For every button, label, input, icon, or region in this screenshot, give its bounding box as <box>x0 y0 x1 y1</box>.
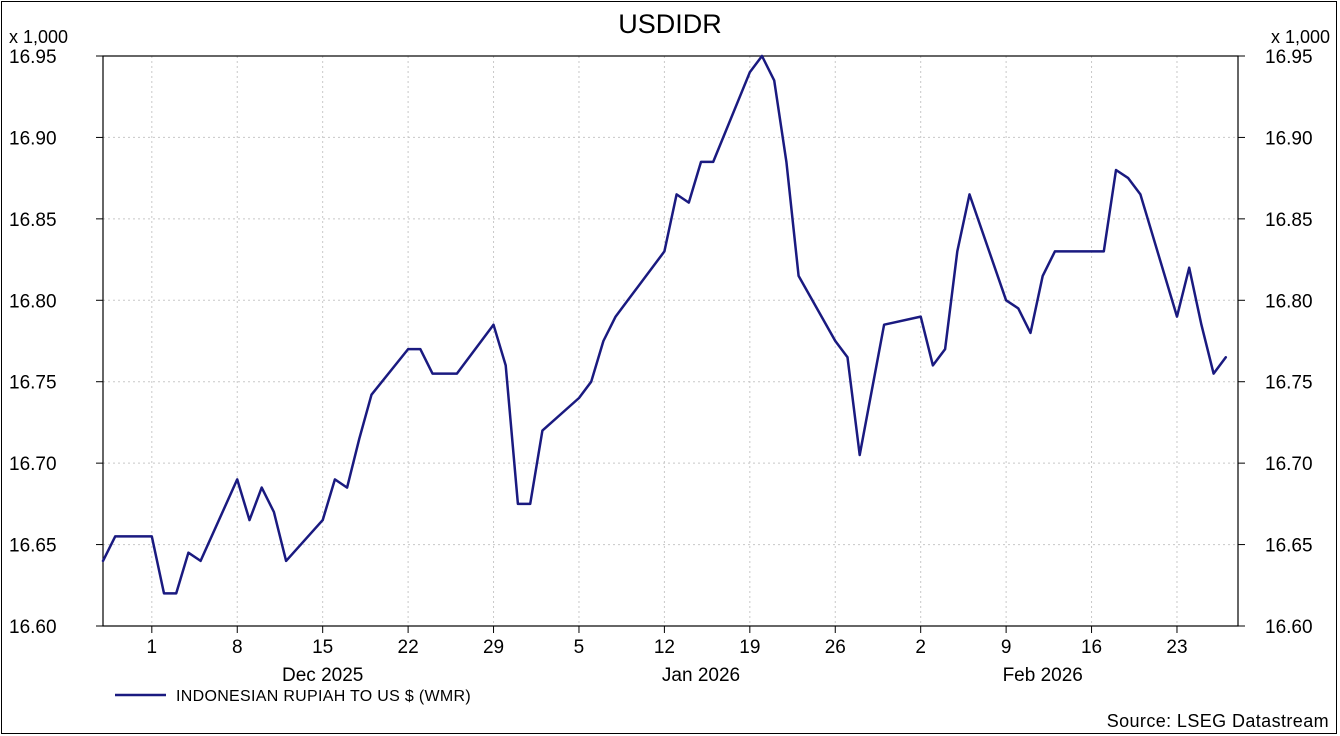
y-tick-label-right: 16.85 <box>1265 210 1313 231</box>
y-tick-label-left: 16.90 <box>9 128 57 149</box>
x-month-label: Jan 2026 <box>662 665 740 686</box>
y-tick-label-right: 16.70 <box>1265 454 1313 475</box>
y-tick-label-right: 16.60 <box>1265 617 1313 638</box>
x-tick-label: 15 <box>312 637 333 658</box>
x-month-label: Dec 2025 <box>282 665 363 686</box>
plot-area-border <box>102 55 1239 627</box>
y-tick-label-left: 16.70 <box>9 454 57 475</box>
legend-label: INDONESIAN RUPIAH TO US $ (WMR) <box>176 688 471 705</box>
y-tick-labels-left: 16.60 16.65 16.70 16.75 16.80 16.85 16.90 16.95 <box>9 47 57 638</box>
series-line <box>101 54 1228 595</box>
x-tick-label: 5 <box>574 637 585 658</box>
y-tick-label-right: 16.80 <box>1265 291 1313 312</box>
y-tick-label-right: 16.95 <box>1265 47 1313 68</box>
chart-title: USDIDR <box>618 9 722 39</box>
y-tick-label-right: 16.75 <box>1265 373 1313 394</box>
x-month-label: Feb 2026 <box>1003 665 1083 686</box>
x-tick-label: 23 <box>1166 637 1187 658</box>
x-month-labels: Dec 2025 Jan 2026 Feb 2026 <box>282 665 1083 686</box>
legend: INDONESIAN RUPIAH TO US $ (WMR) <box>115 688 471 705</box>
y-tick-label-right: 16.90 <box>1265 128 1313 149</box>
grid-lines <box>103 55 1238 627</box>
y-tick-label-right: 16.65 <box>1265 536 1313 557</box>
y-tick-label-left: 16.60 <box>9 617 57 638</box>
y-tick-labels-right: 16.60 16.65 16.70 16.75 16.80 16.85 16.90 16.95 <box>1265 47 1313 638</box>
y-tick-label-left: 16.65 <box>9 536 57 557</box>
source-note: Source: LSEG Datastream <box>1107 711 1329 731</box>
x-tick-label: 22 <box>398 637 419 658</box>
x-tick-label: 9 <box>1001 637 1012 658</box>
y-tick-label-left: 16.75 <box>9 373 57 394</box>
axes <box>96 55 1245 633</box>
y-unit-label-right: x 1,000 <box>1271 27 1330 47</box>
x-tick-label: 26 <box>825 637 846 658</box>
x-tick-label: 19 <box>739 637 760 658</box>
x-tick-labels: 1 8 15 22 29 5 12 19 26 2 9 16 23 <box>147 637 1188 658</box>
x-tick-label: 8 <box>232 637 243 658</box>
y-tick-label-left: 16.80 <box>9 291 57 312</box>
y-unit-label-left: x 1,000 <box>9 27 68 47</box>
y-tick-label-left: 16.95 <box>9 47 57 68</box>
y-tick-label-left: 16.85 <box>9 210 57 231</box>
x-tick-label: 12 <box>654 637 675 658</box>
x-tick-label: 2 <box>915 637 926 658</box>
x-tick-label: 16 <box>1081 637 1102 658</box>
x-tick-label: 29 <box>483 637 504 658</box>
series-group <box>101 54 1228 595</box>
x-tick-label: 1 <box>147 637 158 658</box>
